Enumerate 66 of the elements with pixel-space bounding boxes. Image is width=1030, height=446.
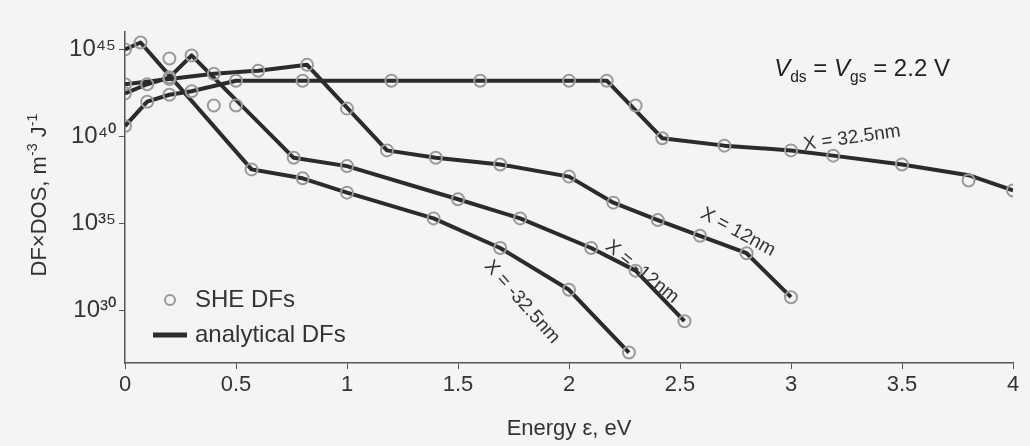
x-tick-label: 1.5 <box>442 371 474 397</box>
point <box>162 87 177 102</box>
point <box>206 66 221 81</box>
point <box>340 185 354 200</box>
point <box>961 173 976 188</box>
y-tick-label: 10⁴⁵ <box>69 34 116 62</box>
legend-label: analytical DFs <box>195 319 346 347</box>
point <box>184 48 199 63</box>
y-tick-label: 10⁴⁰ <box>70 121 116 149</box>
x-tick-label: 4 <box>1006 371 1020 397</box>
point <box>655 131 670 146</box>
point <box>340 101 354 116</box>
point <box>562 282 576 297</box>
point <box>677 314 692 329</box>
point <box>513 211 528 226</box>
point <box>229 98 243 113</box>
point <box>384 73 399 88</box>
point <box>140 94 155 109</box>
x-tick-label: 1 <box>340 371 354 397</box>
point <box>295 171 310 186</box>
point <box>379 143 394 158</box>
point <box>251 63 266 78</box>
point <box>599 73 614 88</box>
x-tick-label: 3.5 <box>886 371 918 397</box>
point <box>133 35 148 50</box>
legend-label: SHE DFs <box>195 284 296 312</box>
point <box>493 157 508 172</box>
point <box>621 345 636 360</box>
annotation: X = 32.5nm <box>801 119 902 154</box>
point <box>717 138 732 153</box>
x-tick-label: 3 <box>784 371 798 397</box>
y-tick-label: 10³⁰ <box>73 295 116 323</box>
point <box>628 98 643 113</box>
point <box>162 51 177 66</box>
point <box>184 84 199 99</box>
x-tick-label: 0 <box>118 371 132 397</box>
annotation: X = 12nm <box>697 202 780 260</box>
y-tick-label: 10³⁵ <box>71 208 116 236</box>
point <box>584 240 599 255</box>
point <box>692 228 707 243</box>
point <box>295 73 310 88</box>
point <box>895 157 909 172</box>
point <box>784 143 798 158</box>
point <box>650 213 665 228</box>
point <box>562 73 576 88</box>
point <box>229 73 243 88</box>
point <box>140 77 155 92</box>
annotation: V$_{ds}$ = V$_{gs}$ = 2.2 V <box>774 54 950 86</box>
x-axis-title: Energy ε, eV <box>506 414 632 440</box>
point <box>300 57 315 72</box>
point <box>244 162 259 177</box>
point <box>426 211 441 226</box>
point <box>428 150 443 165</box>
point <box>473 73 488 88</box>
point <box>784 290 798 305</box>
x-tick-label: 2 <box>562 371 576 397</box>
point <box>826 148 841 163</box>
point <box>206 98 221 113</box>
point <box>606 195 621 210</box>
point <box>340 159 354 174</box>
point <box>451 192 465 207</box>
point <box>562 169 576 184</box>
point <box>493 240 508 255</box>
x-tick-label: 2.5 <box>664 371 696 397</box>
x-tick-label: 0.5 <box>220 371 252 397</box>
point <box>286 150 301 165</box>
